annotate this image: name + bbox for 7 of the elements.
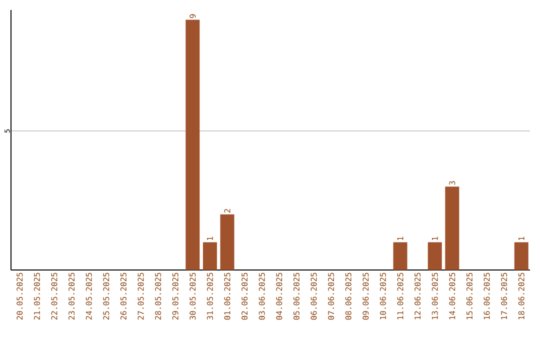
bar [428,242,442,270]
bar [186,20,200,270]
bar [220,214,234,270]
bar [514,242,528,270]
bar [445,186,460,270]
bar [393,242,408,270]
bar [202,242,217,270]
